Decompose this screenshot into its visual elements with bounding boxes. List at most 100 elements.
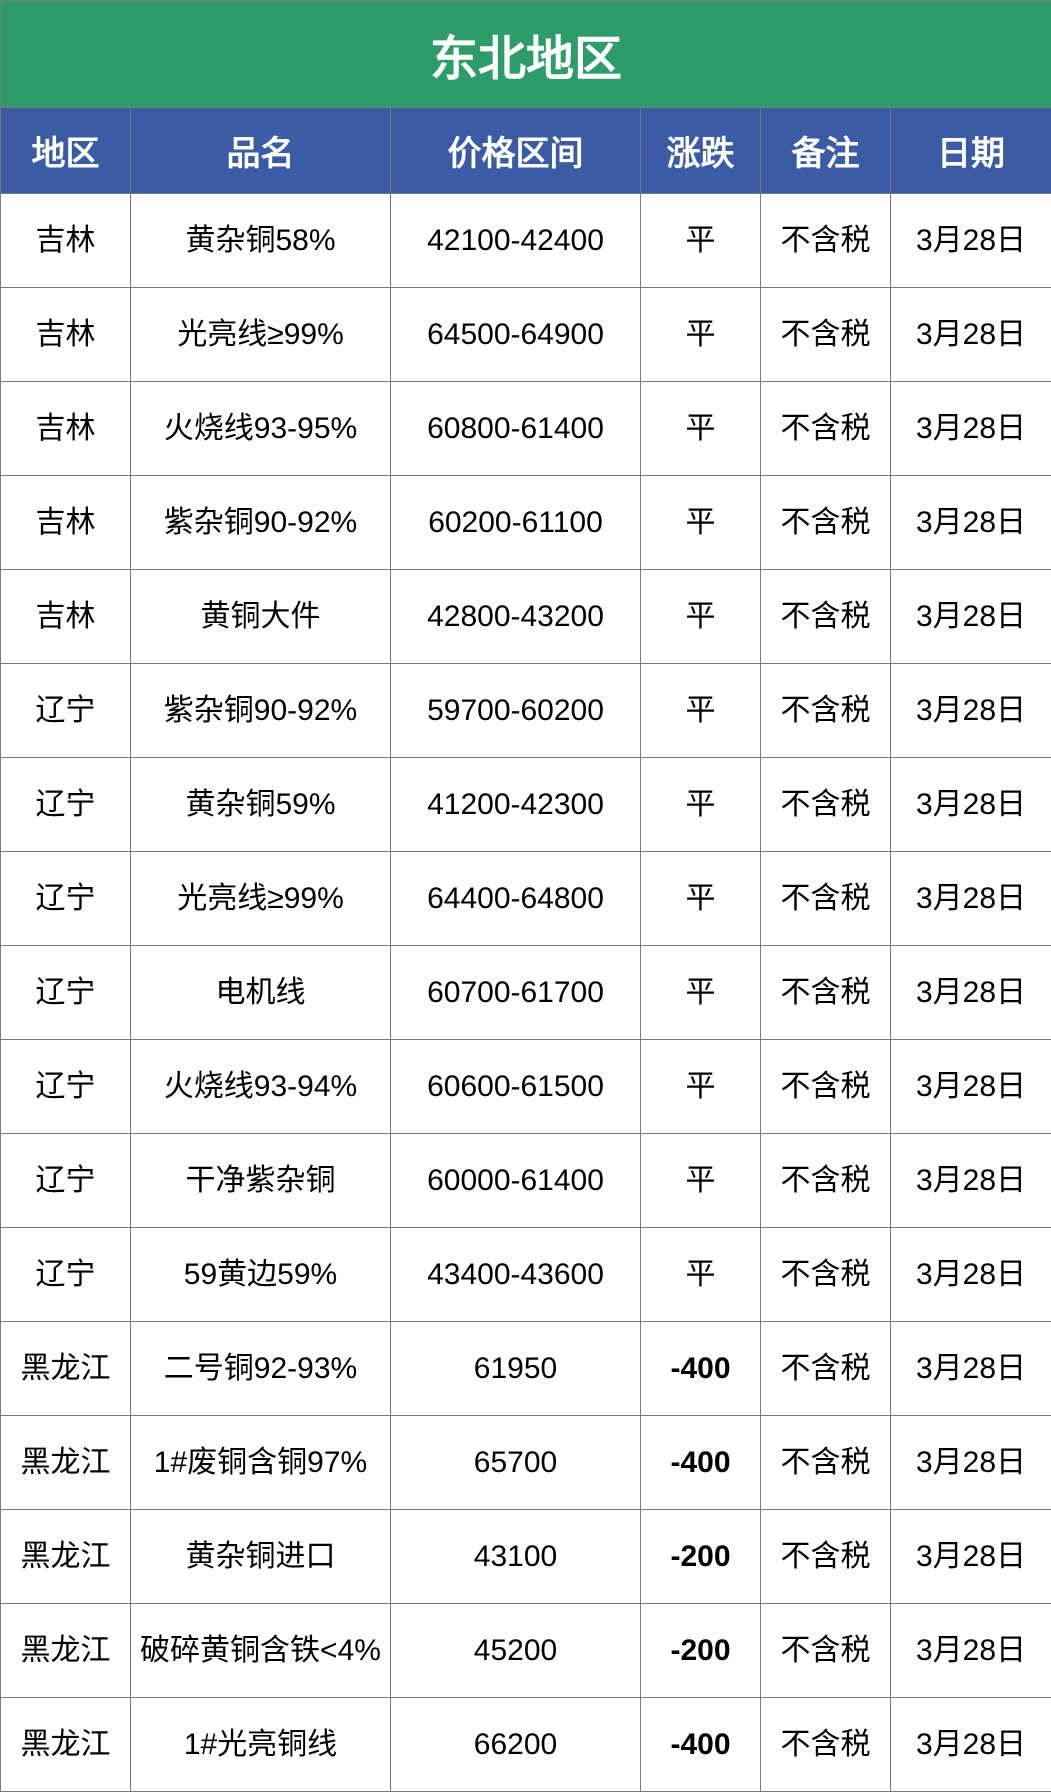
cell-change: 平 [641, 570, 761, 664]
price-table: 东北地区 地区 品名 价格区间 涨跌 备注 日期 吉林黄杂铜58%42100-4… [0, 0, 1051, 1792]
cell-change: -400 [641, 1322, 761, 1416]
table-row: 黑龙江二号铜92-93%61950-400不含税3月28日 [1, 1322, 1051, 1416]
cell-product: 紫杂铜90-92% [131, 476, 391, 570]
title-row: 东北地区 [1, 1, 1051, 108]
cell-product: 二号铜92-93% [131, 1322, 391, 1416]
cell-region: 吉林 [1, 570, 131, 664]
header-date: 日期 [891, 108, 1051, 194]
cell-date: 3月28日 [891, 1698, 1051, 1792]
cell-remark: 不含税 [761, 570, 891, 664]
cell-price: 60800-61400 [391, 382, 641, 476]
cell-product: 黄铜大件 [131, 570, 391, 664]
cell-region: 辽宁 [1, 1134, 131, 1228]
cell-remark: 不含税 [761, 1416, 891, 1510]
cell-price: 60000-61400 [391, 1134, 641, 1228]
cell-change: -400 [641, 1416, 761, 1510]
cell-change: 平 [641, 664, 761, 758]
cell-date: 3月28日 [891, 946, 1051, 1040]
cell-remark: 不含税 [761, 1698, 891, 1792]
cell-remark: 不含税 [761, 194, 891, 288]
cell-remark: 不含税 [761, 1510, 891, 1604]
cell-price: 61950 [391, 1322, 641, 1416]
cell-remark: 不含税 [761, 476, 891, 570]
cell-remark: 不含税 [761, 664, 891, 758]
header-row: 地区 品名 价格区间 涨跌 备注 日期 [1, 108, 1051, 194]
table-row: 辽宁火烧线93-94%60600-61500平不含税3月28日 [1, 1040, 1051, 1134]
table-row: 吉林紫杂铜90-92%60200-61100平不含税3月28日 [1, 476, 1051, 570]
cell-change: 平 [641, 1134, 761, 1228]
header-region: 地区 [1, 108, 131, 194]
cell-price: 41200-42300 [391, 758, 641, 852]
table-row: 吉林黄杂铜58%42100-42400平不含税3月28日 [1, 194, 1051, 288]
cell-remark: 不含税 [761, 1134, 891, 1228]
cell-region: 黑龙江 [1, 1322, 131, 1416]
table-row: 黑龙江1#废铜含铜97%65700-400不含税3月28日 [1, 1416, 1051, 1510]
cell-region: 吉林 [1, 194, 131, 288]
cell-product: 破碎黄铜含铁<4% [131, 1604, 391, 1698]
cell-remark: 不含税 [761, 288, 891, 382]
table-row: 黑龙江黄杂铜进口43100-200不含税3月28日 [1, 1510, 1051, 1604]
cell-product: 光亮线≥99% [131, 852, 391, 946]
cell-change: 平 [641, 852, 761, 946]
cell-change: 平 [641, 758, 761, 852]
cell-product: 紫杂铜90-92% [131, 664, 391, 758]
table-row: 黑龙江破碎黄铜含铁<4%45200-200不含税3月28日 [1, 1604, 1051, 1698]
cell-region: 黑龙江 [1, 1698, 131, 1792]
cell-change: -200 [641, 1604, 761, 1698]
cell-change: 平 [641, 382, 761, 476]
cell-product: 黄杂铜进口 [131, 1510, 391, 1604]
cell-price: 42100-42400 [391, 194, 641, 288]
cell-price: 60600-61500 [391, 1040, 641, 1134]
table-title: 东北地区 [1, 1, 1051, 108]
table-row: 辽宁紫杂铜90-92%59700-60200平不含税3月28日 [1, 664, 1051, 758]
cell-date: 3月28日 [891, 1416, 1051, 1510]
cell-change: -400 [641, 1698, 761, 1792]
cell-region: 辽宁 [1, 946, 131, 1040]
cell-date: 3月28日 [891, 1510, 1051, 1604]
table-row: 辽宁59黄边59%43400-43600平不含税3月28日 [1, 1228, 1051, 1322]
cell-region: 吉林 [1, 382, 131, 476]
cell-price: 60700-61700 [391, 946, 641, 1040]
cell-price: 60200-61100 [391, 476, 641, 570]
cell-region: 黑龙江 [1, 1510, 131, 1604]
cell-product: 黄杂铜59% [131, 758, 391, 852]
cell-region: 辽宁 [1, 664, 131, 758]
header-change: 涨跌 [641, 108, 761, 194]
cell-product: 干净紫杂铜 [131, 1134, 391, 1228]
header-product: 品名 [131, 108, 391, 194]
cell-remark: 不含税 [761, 1604, 891, 1698]
table-row: 吉林火烧线93-95%60800-61400平不含税3月28日 [1, 382, 1051, 476]
table-row: 辽宁电机线60700-61700平不含税3月28日 [1, 946, 1051, 1040]
cell-region: 黑龙江 [1, 1416, 131, 1510]
cell-product: 火烧线93-95% [131, 382, 391, 476]
cell-change: 平 [641, 288, 761, 382]
cell-date: 3月28日 [891, 1322, 1051, 1416]
cell-remark: 不含税 [761, 946, 891, 1040]
cell-product: 光亮线≥99% [131, 288, 391, 382]
cell-product: 火烧线93-94% [131, 1040, 391, 1134]
table-row: 黑龙江1#光亮铜线66200-400不含税3月28日 [1, 1698, 1051, 1792]
cell-product: 59黄边59% [131, 1228, 391, 1322]
cell-date: 3月28日 [891, 288, 1051, 382]
table-row: 吉林黄铜大件42800-43200平不含税3月28日 [1, 570, 1051, 664]
cell-remark: 不含税 [761, 1040, 891, 1134]
cell-date: 3月28日 [891, 758, 1051, 852]
cell-price: 43100 [391, 1510, 641, 1604]
cell-price: 64400-64800 [391, 852, 641, 946]
cell-date: 3月28日 [891, 1604, 1051, 1698]
cell-date: 3月28日 [891, 194, 1051, 288]
cell-change: 平 [641, 946, 761, 1040]
cell-change: 平 [641, 1040, 761, 1134]
cell-remark: 不含税 [761, 1228, 891, 1322]
cell-date: 3月28日 [891, 664, 1051, 758]
cell-region: 吉林 [1, 288, 131, 382]
cell-price: 59700-60200 [391, 664, 641, 758]
cell-region: 黑龙江 [1, 1604, 131, 1698]
cell-product: 黄杂铜58% [131, 194, 391, 288]
cell-region: 辽宁 [1, 758, 131, 852]
cell-change: 平 [641, 476, 761, 570]
cell-price: 64500-64900 [391, 288, 641, 382]
cell-remark: 不含税 [761, 852, 891, 946]
cell-date: 3月28日 [891, 1228, 1051, 1322]
cell-price: 43400-43600 [391, 1228, 641, 1322]
